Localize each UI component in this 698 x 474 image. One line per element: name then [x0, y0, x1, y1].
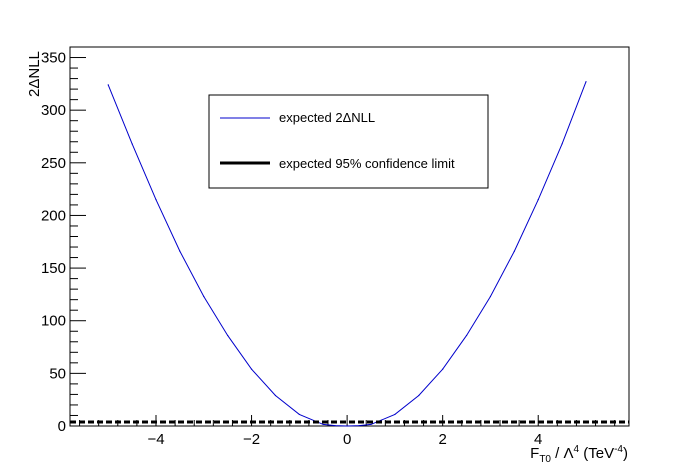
legend-box [208, 94, 489, 189]
x-title-mid: / Λ [551, 445, 574, 462]
y-tick-label: 0 [58, 418, 66, 435]
x-title-unit-sup: -4 [614, 444, 623, 455]
nll-point [131, 143, 133, 145]
nll-point [465, 334, 468, 337]
nll-point [298, 413, 300, 416]
nll-point [513, 250, 515, 252]
nll-point [179, 250, 181, 252]
x-tick-label: 0 [343, 431, 351, 448]
x-title-sup: 4 [574, 444, 580, 455]
nll-point [358, 425, 360, 427]
nll-point [203, 295, 205, 298]
x-tick-label: −2 [243, 431, 260, 448]
x-title-main: F [530, 445, 539, 462]
y-tick-label: 100 [41, 313, 66, 330]
y-axis-title: 2ΔNLL [26, 51, 43, 97]
x-title-unit-close: ) [623, 445, 628, 462]
y-tick-label: 150 [41, 260, 66, 277]
tick-labels: −4 −2 0 2 4 0 50 100 150 200 250 300 350 [41, 50, 542, 448]
y-tick-label: 300 [41, 102, 66, 119]
nll-point [155, 199, 157, 201]
nll-point [537, 199, 539, 201]
legend-label-cl: expected 95% confidence limit [279, 156, 455, 171]
nll-point [107, 84, 109, 86]
nll-point [370, 423, 372, 426]
nll-point [489, 295, 492, 298]
series-layer [70, 81, 629, 427]
nll-point [334, 425, 336, 427]
legend-label-nll: expected 2ΔNLL [279, 110, 375, 125]
x-tick-label: 4 [534, 431, 542, 448]
nll-point [322, 423, 324, 426]
nll-point [394, 413, 396, 416]
nll-point [346, 425, 348, 427]
nll-point [561, 143, 563, 145]
y-tick-label: 50 [49, 365, 66, 382]
nll-point [585, 81, 587, 83]
x-title-unit-open: (TeV [579, 445, 614, 462]
x-title-sub: T0 [539, 454, 551, 465]
nll-point [274, 394, 277, 397]
x-axis-title: FT0 / Λ4 (TeV-4) [530, 444, 628, 465]
nll-point [442, 368, 444, 370]
nll-point [418, 394, 420, 397]
x-tick-label: 2 [438, 431, 446, 448]
x-tick-label: −4 [147, 431, 164, 448]
y-tick-label: 250 [41, 155, 66, 172]
nll-point [227, 334, 229, 337]
y-tick-label: 200 [41, 207, 66, 224]
y-tick-label: 350 [41, 50, 66, 67]
nll-point [250, 368, 253, 370]
legend: expected 2ΔNLL expected 95% confidence l… [208, 94, 489, 189]
